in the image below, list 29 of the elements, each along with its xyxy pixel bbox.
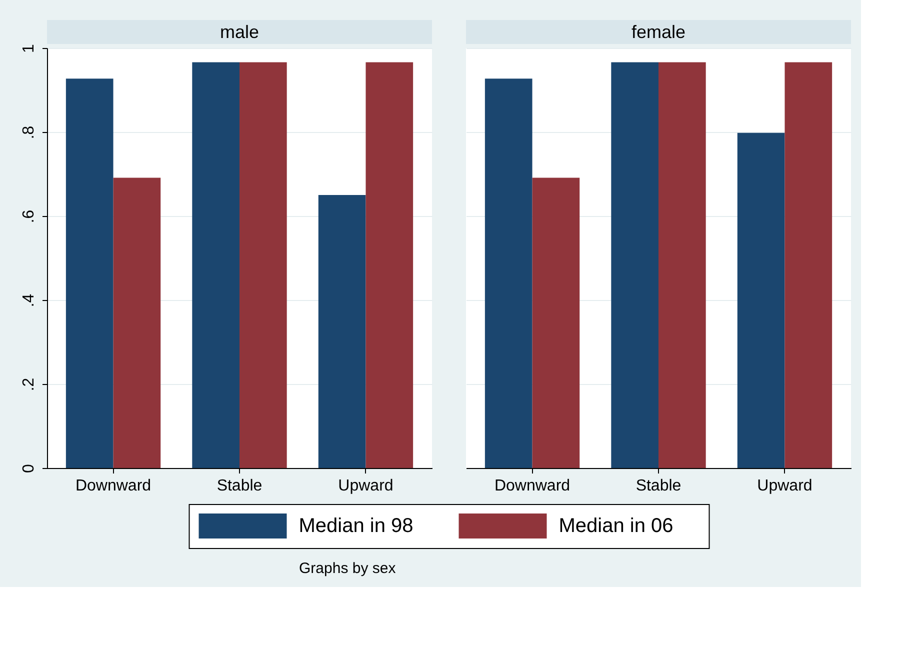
x-tick-label: Downward: [75, 478, 152, 494]
bar: [240, 62, 287, 468]
y-tick-label: .6: [20, 210, 38, 224]
bar: [192, 62, 240, 468]
x-tick-label: Upward: [338, 478, 394, 494]
text: Graphs by sex: [299, 560, 396, 577]
bar: [318, 195, 366, 468]
x-tick-label: Stable: [636, 478, 682, 494]
legend-label: Median in 98: [298, 515, 414, 537]
bar: [532, 178, 580, 468]
y-tick-label: .2: [20, 378, 38, 392]
bar: [113, 178, 161, 468]
chart-title: male: [220, 22, 260, 42]
bar: [66, 78, 114, 468]
chart-title: female: [631, 22, 686, 42]
bar: [658, 62, 706, 468]
x-tick-label: Upward: [757, 478, 812, 494]
bar: [737, 132, 785, 468]
y-tick-label: 1: [20, 44, 38, 53]
bar: [784, 62, 832, 468]
y-tick-label: .4: [20, 294, 38, 308]
bar: [484, 78, 532, 468]
y-tick-label: .8: [20, 126, 38, 140]
y-tick-label: 0: [20, 464, 38, 473]
bar: [611, 62, 658, 468]
legend-label: Median in 06: [558, 515, 674, 537]
bar: [366, 62, 414, 468]
x-tick-label: Downward: [494, 478, 570, 494]
x-tick-label: Stable: [216, 478, 262, 494]
